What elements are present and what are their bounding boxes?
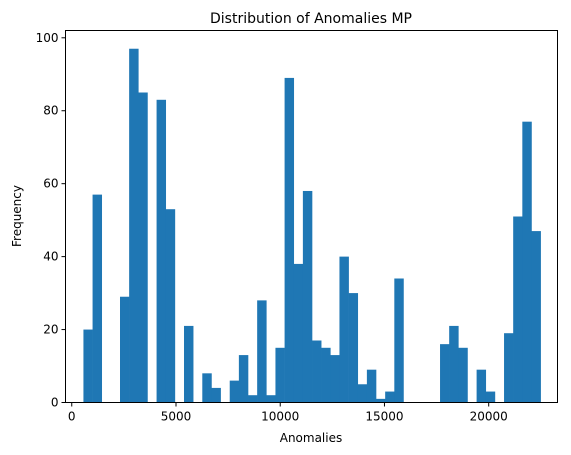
histogram-bar [348, 293, 359, 403]
histogram-bar [156, 99, 167, 403]
histogram-bar [184, 325, 194, 403]
x-tick-label: 10000 [261, 410, 299, 424]
histogram-bar [476, 369, 487, 403]
histogram-bar [120, 296, 130, 403]
histogram-bar [129, 48, 139, 403]
histogram-bar [458, 347, 468, 403]
histogram-bar [385, 391, 395, 403]
x-tick-label: 15000 [365, 410, 403, 424]
histogram-bar [211, 387, 221, 403]
histogram-bar [504, 333, 514, 403]
y-tick-label: 80 [43, 104, 58, 118]
y-tick-label: 20 [43, 323, 58, 337]
x-tick-label: 0 [68, 410, 76, 424]
bars-group [83, 48, 541, 403]
histogram-bar [202, 373, 212, 403]
histogram-bar [284, 77, 295, 403]
histogram-bar [83, 329, 93, 403]
histogram-bar [92, 194, 103, 403]
histogram-bar [275, 347, 285, 403]
histogram-bar [531, 231, 541, 403]
histogram-bar [238, 355, 249, 403]
histogram-bar [449, 325, 459, 403]
y-axis-label: Frequency [10, 185, 24, 247]
histogram-bar [248, 395, 258, 403]
x-tick-label: 20000 [470, 410, 508, 424]
histogram-bar [339, 256, 349, 403]
histogram-bar [513, 216, 523, 403]
histogram-bar [165, 209, 176, 403]
histogram-bar [485, 391, 496, 403]
histogram-bar [257, 300, 267, 403]
plot-frame [65, 30, 558, 403]
histogram-bar [302, 190, 313, 403]
y-tick-label: 100 [36, 31, 59, 45]
y-tick-label: 40 [43, 250, 58, 264]
histogram-bar [522, 121, 532, 403]
x-axis-label: Anomalies [280, 431, 343, 445]
histogram-bar [229, 380, 240, 403]
histogram-bar [366, 369, 377, 403]
histogram-bar [394, 278, 404, 403]
y-axis-ticks: 0 20 40 60 80 100 [36, 31, 66, 410]
chart-title: Distribution of Anomalies MP [210, 11, 412, 27]
histogram-bar [138, 92, 148, 403]
y-tick-label: 60 [43, 177, 58, 191]
y-tick-label: 0 [51, 396, 59, 410]
histogram-bar [376, 398, 386, 403]
histogram-bar [293, 263, 304, 403]
histogram-bar [312, 340, 322, 403]
histogram-bar [321, 347, 331, 403]
histogram-bar [440, 344, 450, 403]
histogram-bar [357, 384, 368, 403]
x-tick-label: 5000 [161, 410, 192, 424]
histogram-bar [266, 395, 276, 403]
histogram-bar [330, 355, 340, 403]
x-axis-ticks: 0 5000 10000 15000 20000 [68, 402, 508, 424]
